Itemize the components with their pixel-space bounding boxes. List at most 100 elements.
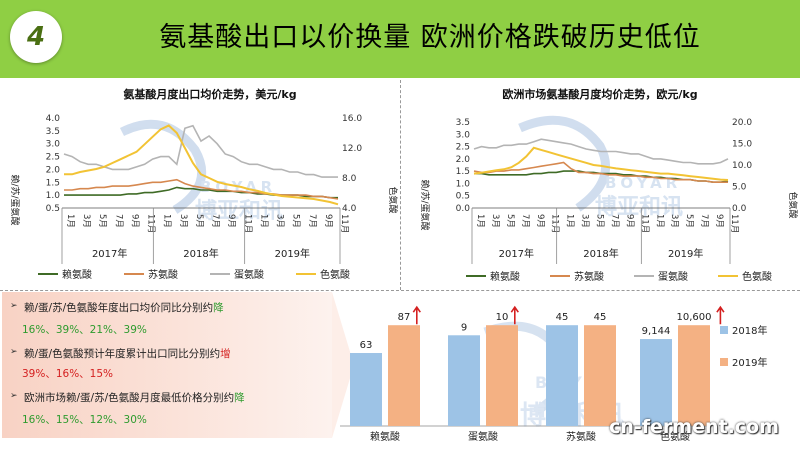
bar-2018	[546, 325, 578, 426]
month-tick-label: 3月	[81, 214, 91, 228]
right-watermark: BOYAR 博亚和讯	[518, 115, 683, 220]
month-tick-label: 5月	[291, 214, 301, 228]
note-1: 赖/蛋/苏/色氨酸年度出口均价同比分别约降	[24, 300, 224, 315]
month-tick-label: 9月	[714, 214, 724, 228]
increase-arrow-icon	[412, 305, 421, 325]
bar-label-2018: 9,144	[642, 326, 671, 337]
left-series	[63, 124, 339, 206]
ry-right-tick: 0.0	[732, 204, 747, 214]
month-tick-label: 1月	[565, 214, 575, 228]
left-line-chart: 氨基酸月度出口均价走势，美元/kg BOYAR 博亚和讯 赖/苏/蛋氨酸 色氨酸…	[9, 87, 399, 281]
horizontal-divider	[0, 290, 800, 291]
month-tick-label: 7月	[520, 214, 530, 228]
note-2-values: 39%、16%、15%	[22, 368, 114, 380]
series-line-threonine	[64, 178, 339, 200]
bar-category-label: 赖氨酸	[370, 430, 400, 443]
ry-left-tick: 0.0	[456, 204, 471, 214]
ly-left-tick: 1.5	[46, 178, 60, 188]
month-tick-label: 9月	[129, 214, 139, 228]
note-3-values: 16%、15%、12%、30%	[22, 414, 147, 426]
legend-label-tryptophan: 色氨酸	[742, 270, 772, 283]
right-month-labels: 1月 3月 5月 7月 9月 11月 1月 3月 5月 7月 9月 11月 1月 3月 5月 7月 9月 11月	[475, 214, 739, 233]
increase-arrow-icon	[716, 305, 725, 325]
month-tick-label: 11月	[339, 214, 349, 233]
bar-label-2019: 45	[594, 312, 607, 323]
month-tick-label: 1月	[654, 214, 664, 228]
note-3-text: 欧洲市场赖/蛋/苏/色氨酸月度最低价格分别约	[24, 392, 235, 404]
left-chart-ylabel-left: 赖/苏/蛋氨酸	[9, 174, 21, 225]
right-y-left-ticks: 3.5 3.0 2.5 2.0 1.5 1.0 0.5 0.0	[456, 118, 471, 214]
bullet-arrow-icon: ➢	[10, 347, 18, 357]
right-line-chart: 欧洲市场氨基酸月度均价走势，欧元/kg BOYAR 博亚和讯 赖/苏/蛋氨酸 色…	[419, 87, 799, 283]
page-title: 氨基酸出口以价换量 欧洲价格跌破历史低位	[159, 22, 701, 53]
month-tick-label: 5月	[505, 214, 515, 228]
year-label: 2017年	[499, 247, 534, 260]
bar-2019	[486, 325, 518, 426]
bar-label-2018: 63	[360, 340, 373, 351]
notes-arrow-shape	[332, 292, 354, 438]
bar-category-label: 苏氨酸	[566, 430, 596, 443]
month-tick-label: 9月	[535, 214, 545, 228]
ly-right-tick: 16.0	[342, 114, 362, 124]
right-year-labels: 2017年 2018年 2019年	[471, 208, 731, 264]
month-tick-label: 5月	[194, 214, 204, 228]
note-2: 赖/蛋/色氨酸预计年度累计出口同比分别约增	[24, 346, 231, 361]
month-tick-label: 7月	[210, 214, 220, 228]
right-series	[473, 138, 729, 183]
bar-2018	[350, 353, 382, 426]
left-chart-ylabel-right: 色氨酸	[387, 186, 399, 213]
month-tick-label: 11月	[146, 214, 156, 233]
slide-number-badge: 4	[10, 11, 62, 63]
ry-left-tick: 0.5	[456, 192, 470, 202]
month-tick-label: 3月	[490, 214, 500, 228]
watermark-arc-icon	[518, 115, 611, 212]
year-label: 2019年	[668, 247, 703, 260]
month-tick-label: 9月	[323, 214, 333, 228]
ly-right-tick: 4.0	[342, 204, 357, 214]
bar-marks: 63 87 赖氨酸 9 10 蛋氨酸 45 45 苏氨酸 9,144 10,600 色氨酸	[350, 305, 725, 443]
month-tick-label: 7月	[307, 214, 317, 228]
ly-left-tick: 3.5	[46, 127, 60, 137]
note-3-verb: 降	[234, 392, 245, 404]
legend-label-lysine: 赖氨酸	[490, 270, 520, 283]
note-2-verb: 增	[220, 348, 231, 360]
year-label: 2017年	[92, 247, 127, 260]
month-tick-label: 5月	[684, 214, 694, 228]
bar-label-2018: 9	[461, 322, 467, 333]
ry-right-tick: 5.0	[732, 183, 747, 193]
bar-2018	[640, 339, 672, 426]
month-tick-label: 1月	[258, 214, 268, 228]
notes-box: ➢ 赖/蛋/苏/色氨酸年度出口均价同比分别约降 16%、39%、21%、39% …	[2, 292, 332, 438]
left-y-right-ticks: 16.0 12.0 8.0 4.0	[342, 114, 362, 214]
right-chart-ylabel-right: 色氨酸	[787, 191, 799, 218]
left-chart-title: 氨基酸月度出口均价走势，美元/kg	[123, 87, 296, 101]
ry-right-tick: 10.0	[732, 161, 752, 171]
bullet-arrow-icon: ➢	[10, 391, 18, 401]
series-line-tryptophan	[64, 124, 339, 206]
ly-left-tick: 3.0	[46, 140, 61, 150]
series-line-tryptophan	[473, 146, 729, 181]
bar-2019	[678, 325, 710, 426]
bullet-arrow-icon: ➢	[10, 301, 18, 311]
right-legend: 赖氨酸 苏氨酸 蛋氨酸 色氨酸	[466, 270, 772, 283]
ly-left-tick: 1.0	[46, 191, 61, 201]
bar-legend: 2018年 2019年	[720, 324, 767, 369]
legend-label-threonine: 苏氨酸	[148, 268, 178, 281]
month-tick-label: 11月	[242, 214, 252, 233]
year-label: 2018年	[183, 247, 218, 260]
bar-label-2019: 10	[496, 312, 509, 323]
ly-right-tick: 8.0	[342, 174, 357, 184]
ry-right-tick: 20.0	[732, 118, 752, 128]
ly-right-tick: 12.0	[342, 144, 362, 154]
left-month-labels: 1月 3月 5月 7月 9月 11月 1月 3月 5月 7月 9月 11月 1月 3月 5月 7月 9月 11月	[65, 214, 349, 233]
ry-left-tick: 1.5	[456, 167, 470, 177]
legend-label-lysine: 赖氨酸	[62, 268, 92, 281]
right-y-right-ticks: 20.0 15.0 10.0 5.0 0.0	[732, 118, 752, 214]
ry-left-tick: 2.0	[456, 155, 471, 165]
vertical-divider	[400, 80, 401, 290]
month-tick-label: 1月	[162, 214, 172, 228]
site-watermark: cn-ferment.com	[609, 416, 779, 438]
bar-chart: BOYAR 博亚和讯 6387赖氨酸910蛋氨酸4545苏氨酸9,14410,6…	[340, 305, 767, 443]
month-tick-label: 5月	[595, 214, 605, 228]
month-tick-label: 7月	[113, 214, 123, 228]
